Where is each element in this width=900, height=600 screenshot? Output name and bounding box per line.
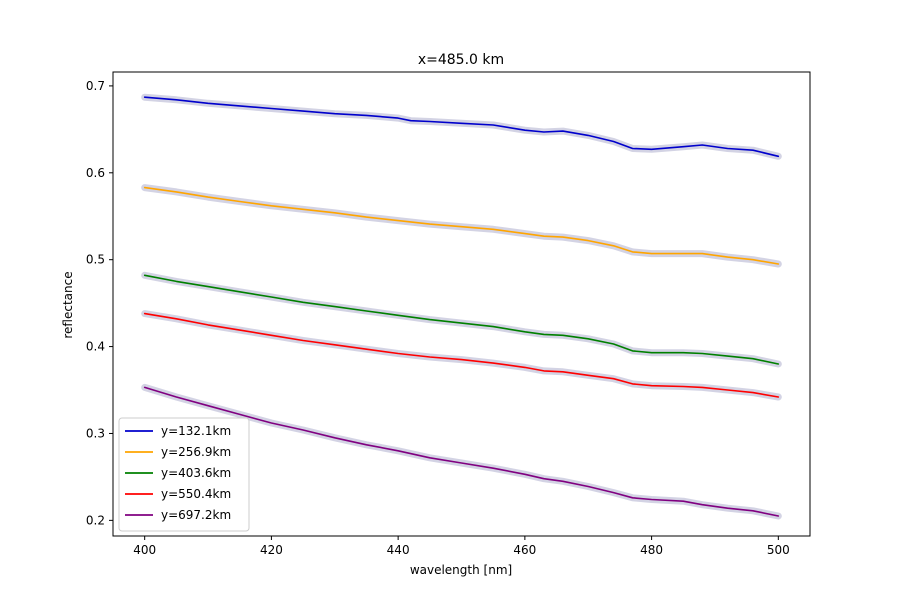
y-tick-label: 0.5 — [86, 253, 105, 267]
legend-label-4: y=697.2km — [161, 508, 231, 522]
legend-label-0: y=132.1km — [161, 424, 231, 438]
legend-label-1: y=256.9km — [161, 445, 231, 459]
series-line-2 — [143, 274, 780, 365]
series-line-4 — [143, 386, 780, 517]
y-axis-ticks: 0.2 0.3 0.4 0.5 0.6 0.7 — [86, 79, 113, 527]
series-line-3 — [143, 312, 780, 398]
series-line-1 — [143, 186, 780, 265]
x-axis-label: wavelength [nm] — [410, 563, 512, 577]
series-band-1 — [141, 184, 782, 268]
x-tick-label: 440 — [387, 543, 410, 557]
y-tick-label: 0.3 — [86, 426, 105, 440]
x-tick-label: 460 — [513, 543, 536, 557]
legend-box — [118, 417, 250, 532]
series-line-0 — [143, 96, 780, 158]
y-tick-label: 0.4 — [86, 340, 105, 354]
x-tick-label: 400 — [133, 543, 156, 557]
y-axis-label: reflectance — [61, 271, 75, 338]
x-tick-label: 420 — [260, 543, 283, 557]
y-tick-label: 0.2 — [86, 513, 105, 527]
legend: y=132.1km y=256.9km y=403.6km y=550.4km y=69… — [118, 417, 250, 532]
y-tick-label: 0.7 — [86, 79, 105, 93]
x-tick-label: 500 — [767, 543, 790, 557]
x-axis-ticks: 400 420 440 460 480 500 — [133, 536, 790, 557]
plot-area-frame — [112, 71, 811, 537]
series-band-2 — [141, 271, 782, 368]
y-tick-label: 0.6 — [86, 166, 105, 180]
series-lines — [143, 96, 780, 517]
legend-label-2: y=403.6km — [161, 466, 231, 480]
chart-title: x=485.0 km — [418, 52, 504, 68]
legend-label-3: y=550.4km — [161, 487, 231, 501]
x-tick-label: 480 — [640, 543, 663, 557]
